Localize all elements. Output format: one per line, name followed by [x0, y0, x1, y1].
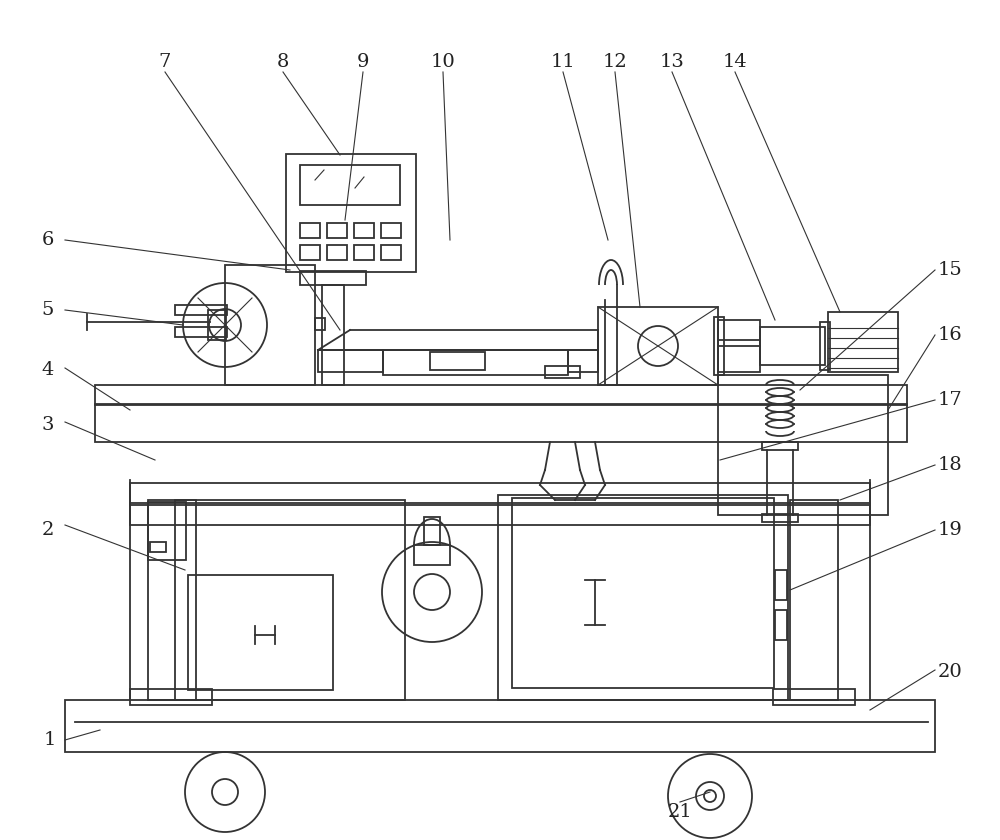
Bar	[354, 245, 374, 260]
Text: 4: 4	[42, 361, 54, 379]
Text: 3: 3	[42, 416, 54, 434]
Bar	[545, 366, 580, 378]
Bar	[598, 307, 718, 385]
Bar	[430, 352, 485, 370]
Bar	[95, 385, 907, 405]
Bar	[208, 310, 226, 340]
Bar	[790, 500, 838, 700]
Text: 17: 17	[938, 391, 962, 409]
Bar	[150, 542, 166, 552]
Text: 2: 2	[42, 521, 54, 539]
Bar	[225, 265, 315, 385]
Bar	[762, 442, 798, 450]
Bar	[327, 245, 347, 260]
Text: 1: 1	[44, 731, 56, 749]
Text: 6: 6	[42, 231, 54, 249]
Bar	[718, 375, 888, 515]
Bar	[718, 320, 760, 372]
Text: 15: 15	[938, 261, 962, 279]
Text: 10: 10	[431, 53, 455, 71]
Bar	[95, 404, 907, 442]
Text: 9: 9	[357, 53, 369, 71]
Bar	[327, 223, 347, 238]
Text: 11: 11	[551, 53, 575, 71]
Bar	[820, 322, 830, 370]
Bar	[315, 318, 325, 330]
Bar	[175, 305, 227, 315]
Bar	[354, 223, 374, 238]
Bar	[498, 495, 788, 700]
Bar	[148, 500, 196, 700]
Bar	[773, 689, 855, 705]
Bar	[130, 503, 870, 525]
Bar	[300, 223, 320, 238]
Bar	[300, 245, 320, 260]
Bar	[322, 285, 344, 385]
Text: 8: 8	[277, 53, 289, 71]
Text: 18: 18	[938, 456, 962, 474]
Bar	[762, 514, 798, 522]
Bar	[286, 154, 416, 272]
Text: 19: 19	[938, 521, 962, 539]
Bar	[318, 350, 383, 372]
Bar	[512, 498, 774, 688]
Text: 5: 5	[42, 301, 54, 319]
Bar	[828, 312, 898, 372]
Bar	[568, 350, 598, 372]
Bar	[424, 517, 440, 545]
Bar	[383, 350, 568, 375]
Bar	[175, 327, 227, 337]
Bar	[760, 327, 825, 365]
Bar	[414, 545, 450, 565]
Text: 16: 16	[938, 326, 962, 344]
Text: 14: 14	[723, 53, 747, 71]
Bar	[300, 271, 366, 285]
Text: 21: 21	[668, 803, 692, 821]
Bar	[714, 317, 724, 375]
Bar	[381, 223, 401, 238]
Text: 20: 20	[938, 663, 962, 681]
Bar	[65, 700, 935, 752]
Bar	[130, 483, 870, 505]
Bar	[148, 502, 186, 560]
Bar	[188, 575, 333, 690]
Bar	[130, 689, 212, 705]
Text: 13: 13	[660, 53, 684, 71]
Text: 12: 12	[603, 53, 627, 71]
Text: 7: 7	[159, 53, 171, 71]
Bar	[300, 165, 400, 205]
Bar	[775, 570, 787, 600]
Bar	[775, 610, 787, 640]
Bar	[381, 245, 401, 260]
Bar	[175, 500, 405, 700]
